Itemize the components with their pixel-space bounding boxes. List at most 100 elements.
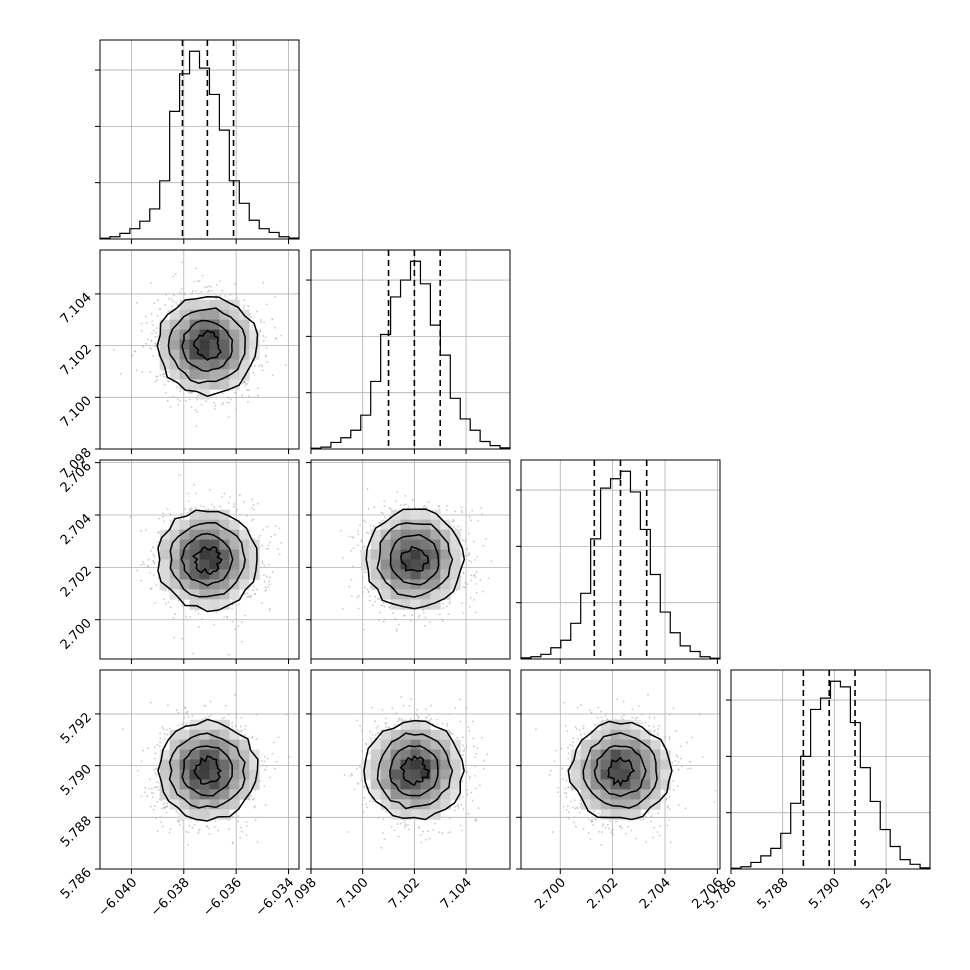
density-cell [239, 749, 250, 760]
scatter-point [661, 794, 664, 797]
scatter-point [195, 820, 198, 822]
scatter-point [561, 767, 564, 770]
density-cell [370, 539, 382, 550]
scatter-point [162, 520, 165, 522]
density-cell [430, 769, 441, 780]
density-cell [420, 759, 431, 770]
scatter-point [231, 607, 233, 610]
scatter-point [246, 596, 249, 598]
scatter-point [378, 619, 381, 621]
scatter-point [269, 607, 271, 610]
scatter-point [164, 589, 167, 592]
scatter-point [594, 723, 596, 726]
density-cell [440, 759, 451, 770]
scatter-point [459, 698, 462, 701]
density-cell [209, 559, 220, 570]
density-cell [420, 539, 431, 550]
scatter-point [404, 824, 407, 827]
density-cell [450, 539, 461, 550]
density-cell [370, 549, 382, 560]
scatter-point [360, 540, 363, 543]
scatter-point [150, 791, 153, 794]
scatter-point [470, 560, 472, 563]
density-cell [400, 779, 411, 790]
density-cell [400, 549, 411, 560]
scatter-point [244, 384, 247, 387]
x-tick-label: 5.790 [806, 875, 843, 912]
scatter-point [263, 785, 266, 788]
density-cell [400, 729, 411, 741]
histogram-outline [310, 260, 511, 449]
scatter-point [434, 822, 436, 825]
scatter-point [477, 519, 479, 522]
scatter-point [424, 505, 426, 508]
scatter-point [677, 761, 680, 763]
scatter-point [196, 280, 199, 282]
scatter-point [357, 594, 360, 597]
density-cell [430, 809, 441, 820]
density-cell [249, 339, 260, 350]
scatter-point [259, 534, 262, 537]
scatter-point [446, 725, 449, 728]
scatter-point [268, 576, 271, 579]
scatter-point [162, 512, 164, 515]
scatter-point [599, 710, 602, 713]
scatter-point [408, 704, 411, 707]
scatter-point [140, 329, 143, 332]
scatter-point [374, 737, 377, 740]
scatter-point [204, 286, 206, 289]
density-cell [189, 739, 200, 750]
density-cell [420, 749, 431, 760]
density-cell [159, 349, 171, 360]
scatter-point [242, 501, 245, 503]
contour-line [582, 732, 658, 809]
panel-frame [520, 459, 721, 660]
scatter-point [228, 653, 230, 656]
scatter-point [227, 416, 230, 418]
density-cell [630, 769, 641, 780]
scatter-point [428, 714, 430, 717]
scatter-point [620, 716, 623, 719]
density-cell [430, 539, 441, 550]
scatter-point [689, 761, 691, 763]
scatter-point [211, 289, 214, 292]
density-cell [450, 559, 461, 570]
scatter-point [469, 775, 471, 778]
scatter-point [186, 618, 189, 621]
density-cell [610, 769, 621, 780]
scatter-point [250, 794, 252, 797]
scatter-point [383, 605, 386, 608]
density-cell [189, 379, 200, 390]
density-cell [159, 359, 171, 370]
scatter-point [368, 786, 370, 789]
density-cell [179, 789, 190, 800]
scatter-point [164, 304, 167, 306]
scatter-point [177, 711, 180, 714]
scatter-point [261, 369, 264, 372]
scatter-point [428, 837, 431, 840]
scatter-point [243, 306, 245, 309]
scatter-point [475, 818, 478, 821]
scatter-point [598, 830, 601, 833]
scatter-point [379, 522, 382, 525]
scatter-point [156, 378, 159, 381]
density-cell [219, 519, 230, 531]
density-cell [420, 769, 431, 780]
scatter-point [154, 786, 157, 789]
scatter-point [239, 725, 242, 728]
density-cell [219, 579, 230, 590]
scatter-point [422, 505, 425, 508]
scatter-point [460, 829, 463, 832]
scatter-point [369, 737, 372, 740]
scatter-point [182, 292, 185, 295]
scatter-point [690, 736, 693, 739]
scatter-point [160, 821, 162, 824]
scatter-point [382, 620, 385, 623]
scatter-point [592, 824, 594, 826]
density-cell [199, 309, 210, 321]
scatter-point [145, 529, 147, 531]
scatter-point [163, 738, 166, 740]
density-cell [410, 549, 421, 560]
scatter-point [166, 802, 169, 805]
scatter-point [162, 803, 165, 806]
